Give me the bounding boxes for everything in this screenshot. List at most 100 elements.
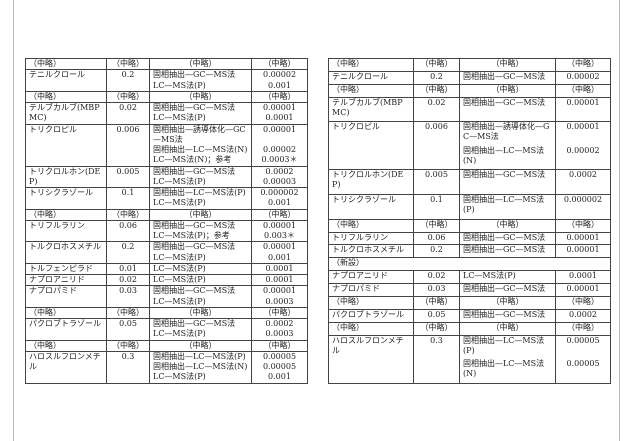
substance-row: ハロスルフロンメチル 0.3 固相抽出—LC—MS法(P) 0.00005 <box>25 350 308 385</box>
quant-limit: 0.000002 <box>251 187 308 199</box>
omitted-cell: （中略） <box>251 90 308 104</box>
quant-limit: 0.00001 <box>555 283 611 297</box>
quant-limit: 0.00002 <box>555 145 611 171</box>
method: LC—MS法(N)；参考 <box>149 155 252 167</box>
omitted-cell: （中略） <box>149 90 252 104</box>
omitted-cell: （中略） <box>106 90 150 104</box>
omitted-row: （中略） （中略） （中略） （中略） <box>328 218 611 233</box>
table-right: （中略） （中略） （中略） （中略） テニルクロール 0.2 固相抽出—GC—MS法 0.0… <box>328 58 611 385</box>
substance-row: ナプロアニリド 0.02 LC—MS法(P) 0.0001 <box>25 274 308 287</box>
standard-value: 0.006 <box>413 121 460 171</box>
quant-limit: 0.00002 <box>251 69 308 81</box>
method: 固相抽出—GC—MS法 <box>149 318 252 330</box>
method: 固相抽出—GC—MS法 <box>149 241 252 253</box>
substance-name: トルクロホスメチル <box>25 241 107 264</box>
method: LC—MS法(P) <box>149 274 252 287</box>
standard-value: 0.1 <box>106 187 150 210</box>
omitted-cell: （中略） <box>555 321 611 336</box>
method: 固相抽出—GC—MS法 <box>149 219 252 232</box>
substance-name: ナプロアニリド <box>328 270 414 285</box>
standard-value: 0.2 <box>413 70 460 85</box>
quant-limit: 0.00002 <box>555 70 611 85</box>
quant-limit: 0.0001 <box>251 113 308 125</box>
quant-limit: 0.0002 <box>251 165 308 177</box>
substance-name: ハロスルフロンメチル <box>328 334 414 385</box>
method: 固相抽出—GC—MS法 <box>459 283 556 297</box>
table-left: （中略） （中略） （中略） （中略） テニルクロール 0.2 固相抽出—GC—MS法 0.0… <box>25 57 308 385</box>
page-edge <box>13 0 14 441</box>
omitted-cell: （中略） <box>459 58 556 72</box>
omitted-cell: （中略） <box>328 321 414 336</box>
substance-name: トリクロルホン(DEP) <box>25 165 107 189</box>
substance-row: トリフルラリン 0.06 固相抽出—GC—MS法 0.00001 <box>25 219 308 243</box>
method: 固相抽出—誘導体化—GC—MS法 <box>149 123 252 146</box>
method: 固相抽出—GC—MS法 <box>149 102 252 114</box>
omitted-row: （中略） （中略） （中略） （中略） <box>328 83 611 98</box>
omitted-cell: （中略） <box>149 306 252 320</box>
substance-name: トリシクラゾール <box>25 187 107 210</box>
substance-name: テルブカルブ(MBPMC) <box>328 96 414 123</box>
quant-limit: 0.00001 <box>251 102 308 114</box>
substance-row: トリクロルホン(DEP) 0.005 固相抽出—GC—MS法 0.0002 <box>328 169 611 196</box>
omitted-row: （中略） （中略） （中略） （中略） <box>328 58 611 72</box>
substance-name: ナプロパミド <box>25 285 107 308</box>
omitted-row: （中略） （中略） （中略） （中略） <box>25 306 308 320</box>
standard-value: 0.05 <box>413 308 460 323</box>
omitted-row: （中略） （中略） （中略） （中略） <box>328 321 611 336</box>
omitted-cell: （中略） <box>328 58 414 72</box>
substance-name: パクロブトラゾール <box>25 318 107 341</box>
method: 固相抽出—GC—MS法 <box>459 244 556 259</box>
method: 固相抽出—LC—MS法(N) <box>459 359 556 385</box>
method: LC—MS法(P) <box>149 176 252 189</box>
substance-row: パクロブトラゾール 0.05 固相抽出—GC—MS法 0.0002 <box>25 318 308 341</box>
method: 固相抽出—GC—MS法 <box>149 165 252 177</box>
quant-limit: 0.0003＊ <box>251 155 308 167</box>
method: 固相抽出—LC—MS法(N) <box>149 362 252 373</box>
standard-value: 0.3 <box>413 334 460 385</box>
substance-row: トルクロホスメチル 0.2 固相抽出—GC—MS法 0.00001 <box>25 241 308 264</box>
substance-name: トルクロホスメチル <box>328 244 414 259</box>
omitted-cell: （中略） <box>328 83 414 98</box>
quant-limit: 0.00001 <box>251 123 308 146</box>
method: LC—MS法(P) <box>149 296 252 308</box>
page-edge <box>619 0 620 441</box>
method: 固相抽出—GC—MS法 <box>459 308 556 323</box>
substance-row: トリシクラゾール 0.1 固相抽出—LC—MS法(P) 0.000002 <box>328 194 611 220</box>
method: LC—MS法(P) <box>149 252 252 264</box>
quant-limit: 0.001 <box>251 372 308 385</box>
method: LC—MS法(P) <box>149 113 252 125</box>
omitted-row: （中略） （中略） （中略） （中略） <box>25 57 308 71</box>
omitted-cell: （中略） <box>459 295 556 310</box>
standard-value: 0.03 <box>413 283 460 297</box>
quant-limit: 0.00001 <box>555 96 611 123</box>
method: 固相抽出—LC—MS法(N) <box>459 145 556 171</box>
omitted-cell: （中略） <box>106 306 150 320</box>
method: 固相抽出—LC—MS法(P) <box>459 194 556 220</box>
omitted-cell: （中略） <box>459 83 556 98</box>
omitted-cell: （中略） <box>25 90 107 104</box>
omitted-cell: （中略） <box>555 295 611 310</box>
quant-limit: 0.0001 <box>251 262 308 276</box>
substance-row: トリクロピル 0.006 固相抽出—誘導体化—GC—MS法 0.00001 <box>25 123 308 167</box>
method: 固相抽出—GC—MS法 <box>459 70 556 85</box>
standard-value: 0.2 <box>413 244 460 259</box>
substance-row: トルフェンピラド 0.01 LC—MS法(P) 0.0001 <box>25 262 308 276</box>
substance-name: トルフェンピラド <box>25 262 107 276</box>
substance-name: ナプロアニリド <box>25 274 107 287</box>
omitted-cell: （中略） <box>555 58 611 72</box>
substance-name: トリクロピル <box>328 121 414 171</box>
omitted-cell: （中略） <box>459 218 556 233</box>
standard-value: 0.05 <box>106 318 150 341</box>
method: 固相抽出—GC—MS法 <box>459 169 556 196</box>
substance-name: テニルクロール <box>328 70 414 85</box>
substance-name: ハロスルフロンメチル <box>25 350 107 385</box>
substance-row: 固相抽出—LC—MS法(N) 0.00005 <box>26 362 308 373</box>
quant-limit: 0.001 <box>251 252 308 264</box>
standard-value: 0.02 <box>413 96 460 123</box>
substance-row: ナプロパミド 0.03 固相抽出—GC—MS法 0.00001 <box>328 283 611 297</box>
omitted-cell: （中略） <box>149 208 252 221</box>
substance-row: テルブカルブ(MBPMC) 0.02 固相抽出—GC—MS法 0.00001 <box>25 102 308 125</box>
quant-limit: 0.00005 <box>555 334 611 360</box>
quant-limit: 0.0001 <box>555 270 611 285</box>
